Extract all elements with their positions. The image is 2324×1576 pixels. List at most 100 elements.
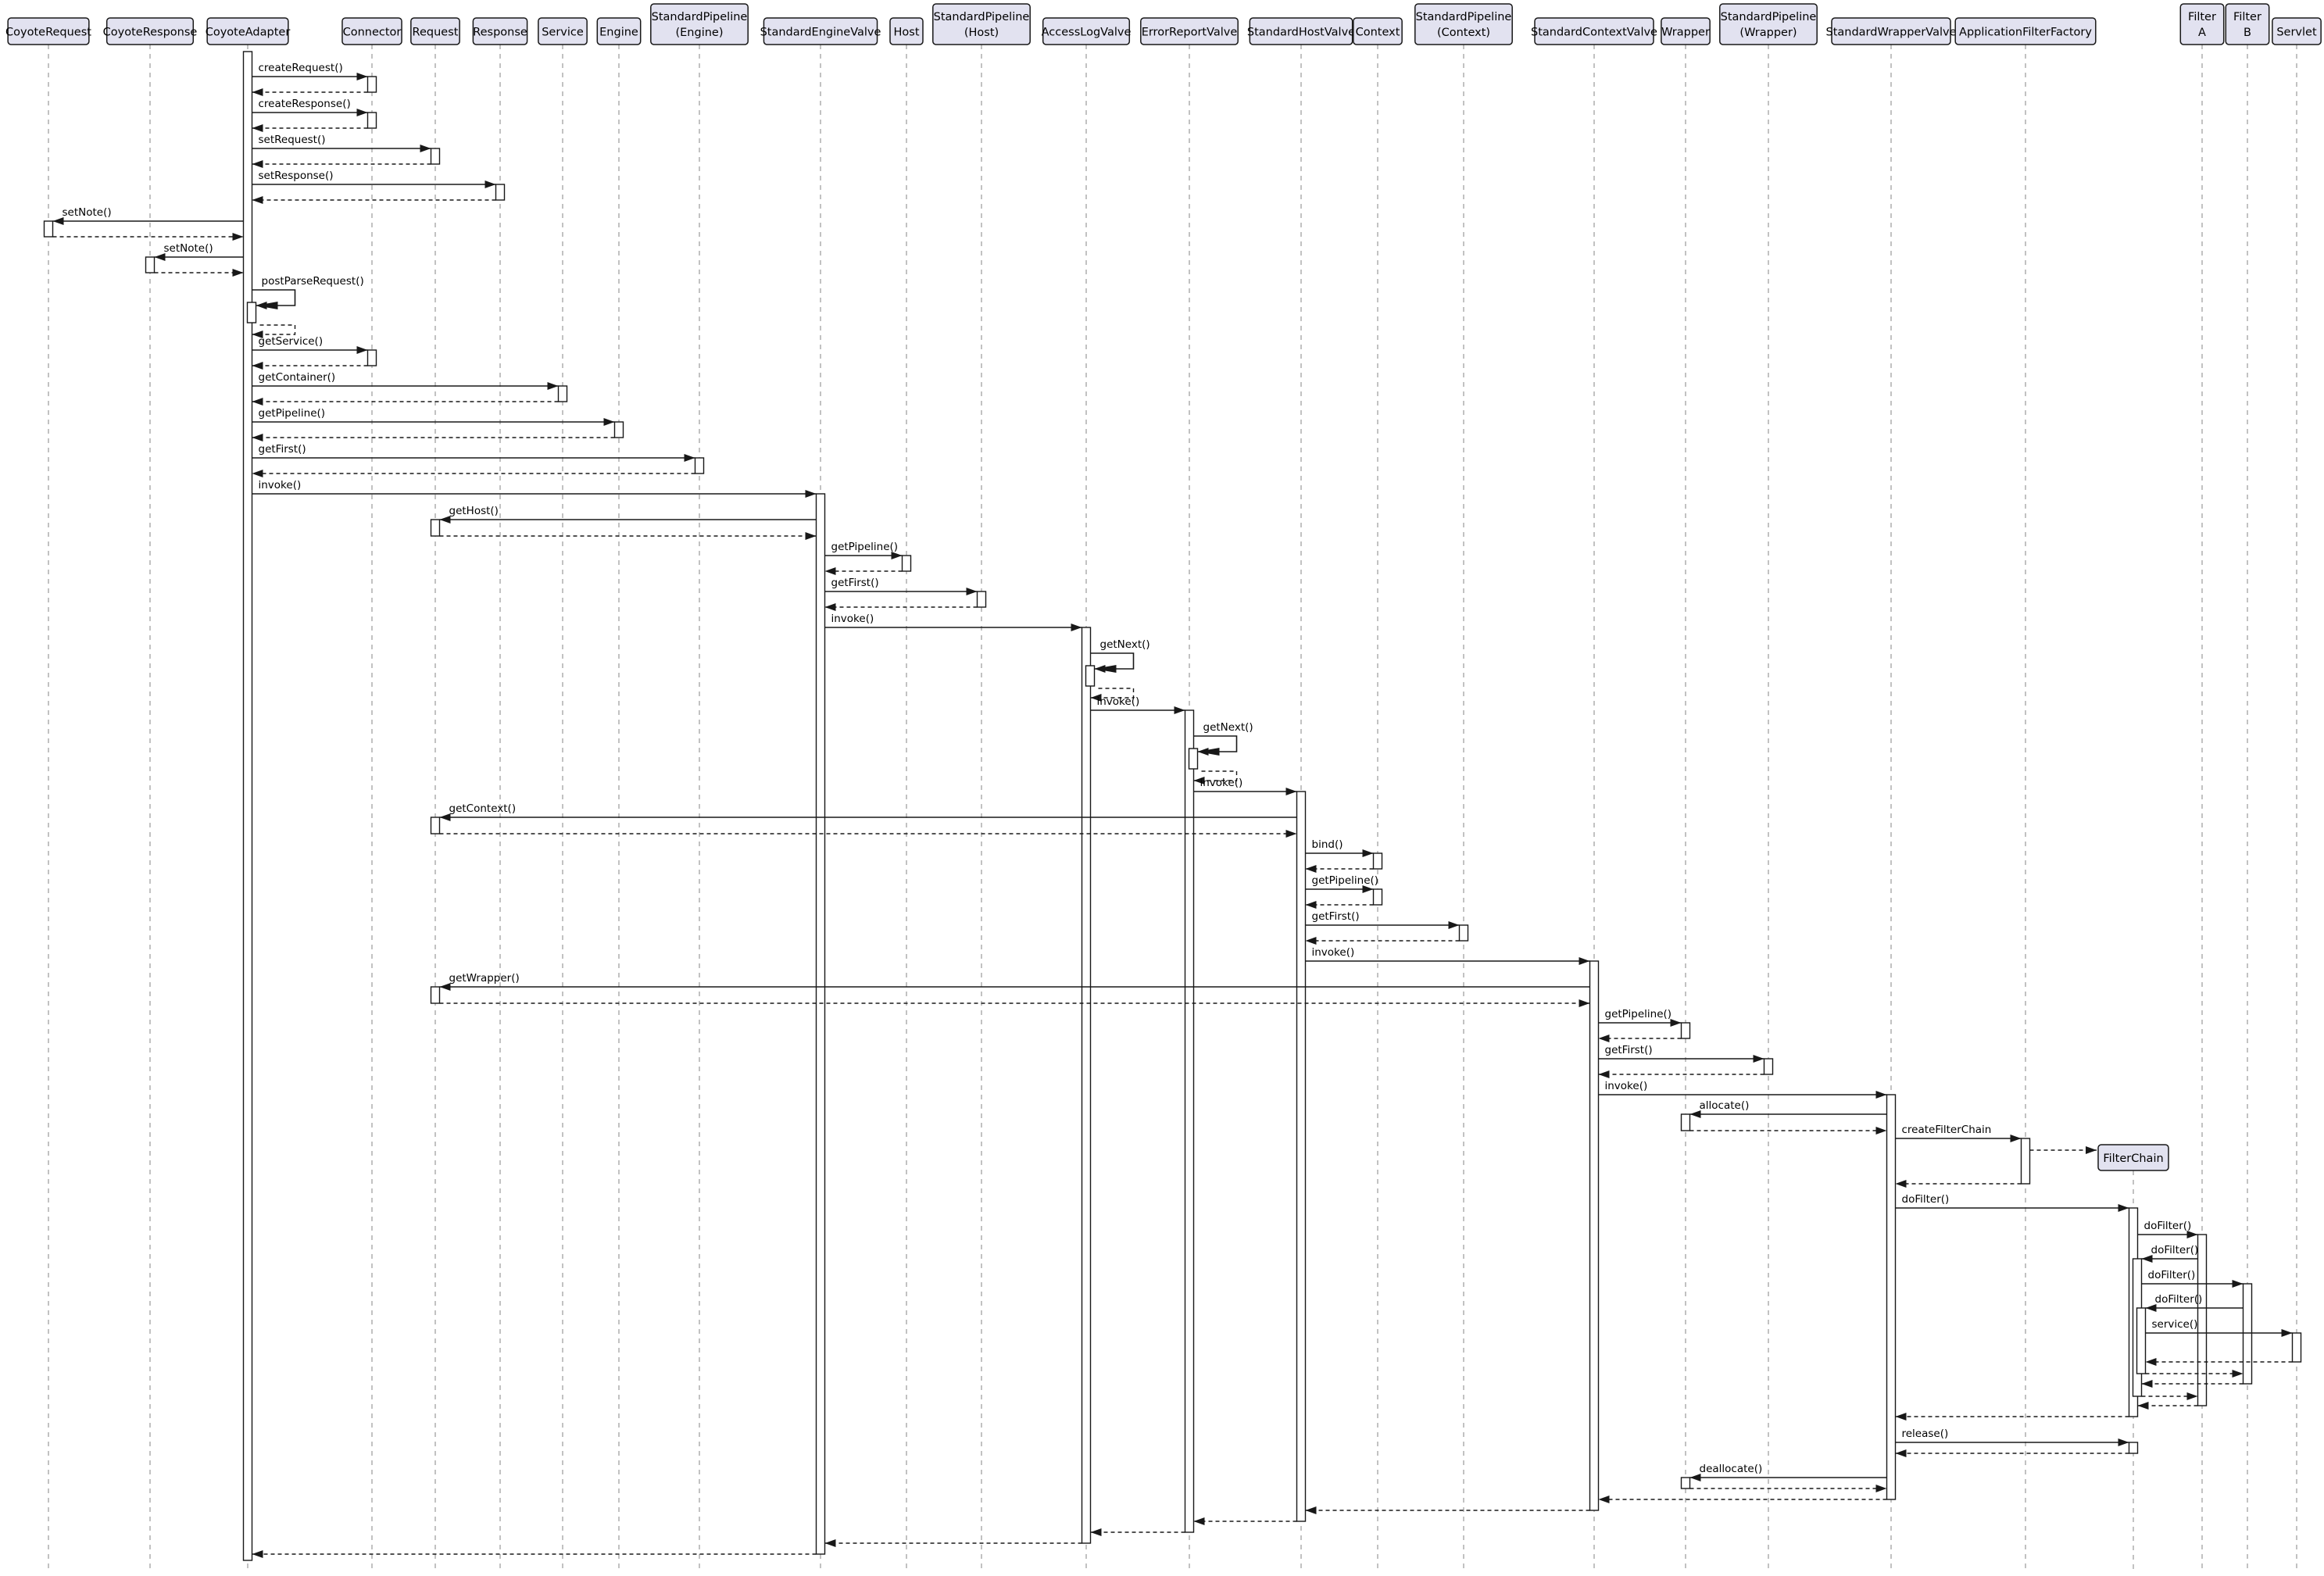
participant-label: B [2244,27,2251,39]
activation-ALV [1085,665,1096,687]
activation-SHV [1296,791,1307,1522]
message-allocate(): allocate() [1689,1099,1887,1118]
message-self-getNext(): getNext() [1193,721,1253,784]
arrowhead-icon [684,454,695,462]
message-return [252,88,368,96]
arrowhead-icon [1753,1055,1764,1063]
message-createResponse(): createResponse() [252,98,368,116]
participant-label: StandardWrapperValve [1826,27,1957,39]
message-doFilter(): doFilter() [2137,1220,2198,1238]
message-setNote(): setNote() [154,242,244,261]
message-label: bind() [1312,838,1343,851]
activation-ALV [1081,627,1092,1544]
message-getFirst(): getFirst() [824,577,978,595]
activation-SPW [1763,1058,1774,1075]
arrowhead-icon [1895,1413,1907,1421]
message-getFirst(): getFirst() [1598,1044,1764,1063]
participant-label: Engine [599,27,638,39]
activation-FC [2136,1307,2147,1374]
message-invoke(): invoke() [1598,1080,1887,1099]
participant-SPC: StandardPipeline (Context) [1414,3,1513,45]
participant-label: Wrapper [1661,27,1710,39]
message-label: getFirst() [1605,1044,1653,1056]
participant-label: StandardPipeline [652,11,748,23]
message-label: invoke() [831,613,874,625]
message-return [252,196,496,204]
message-return [2141,1380,2244,1388]
message-label: getNext() [1100,638,1150,651]
participant-label: (Engine) [675,27,723,39]
participant-label: A [2198,27,2206,39]
arrowhead-icon [1090,694,1102,702]
message-return [1090,1528,1185,1536]
arrowhead-icon [824,1539,836,1547]
message-label: service() [2152,1318,2198,1331]
arrowhead-icon [1305,1506,1317,1514]
participant-ALV: AccessLogValve [1042,17,1131,45]
message-return [1895,1449,2129,1457]
message-invoke(): invoke() [1090,695,1185,714]
activation-CN [366,76,377,93]
message-createRequest(): createRequest() [252,62,368,80]
message-return [1598,1496,1887,1503]
participant-label: (Context) [1437,27,1490,39]
activation-CA [246,302,257,323]
message-return [252,1550,817,1558]
participant-ERV: ErrorReportValve [1140,17,1239,45]
message-return [1305,901,1374,909]
participant-SWV: StandardWrapperValve [1826,17,1957,45]
participant-SPH: StandardPipeline (Host) [932,3,1031,45]
activation-CX [1372,888,1383,906]
message-label: invoke() [1605,1080,1648,1092]
message-return [439,999,1590,1007]
arrowhead-icon [252,398,263,406]
message-label: doFilter() [2148,1269,2196,1281]
participant-CR: CoyoteRequest [5,17,91,45]
arrowhead-icon [439,516,451,524]
arrowhead-icon [356,109,368,116]
arrowhead-icon [439,813,451,821]
activation-SV [557,385,568,402]
arrowhead-icon [2186,1231,2198,1238]
arrowhead-icon [256,302,267,309]
participant-SL: Servlet [2272,17,2322,45]
message-return [52,233,244,241]
message-return [252,160,431,168]
activation-FA [2197,1234,2208,1406]
message-invoke(): invoke() [1305,946,1590,965]
message-label: doFilter() [2155,1293,2203,1306]
arrowhead-icon [2232,1280,2244,1288]
message-getContainer(): getContainer() [252,371,559,390]
message-return [2137,1402,2198,1410]
arrowhead-icon [824,567,836,575]
activation-CRS [145,256,156,273]
participant-label: StandardPipeline [1721,11,1817,23]
arrowhead-icon [1895,1449,1907,1457]
arrowhead-icon [1197,748,1209,756]
participant-SPE: StandardPipeline (Engine) [650,3,749,45]
message-label: setNote() [164,242,213,255]
participant-RQ: Request [410,17,460,45]
message-return [252,470,695,477]
participant-CX: Context [1353,17,1403,45]
arrowhead-icon [1174,706,1185,714]
message-setNote(): setNote() [52,206,244,225]
arrowhead-icon [1579,999,1590,1007]
message-return [252,362,368,370]
arrowhead-icon [420,145,431,152]
arrowhead-icon [1579,957,1590,965]
arrowhead-icon [1362,849,1374,857]
arrowhead-icon [824,603,836,611]
message-return [1305,937,1460,945]
arrowhead-icon [1285,830,1297,838]
message-label: invoke() [1312,946,1355,959]
participant-label: Filter [2233,11,2261,23]
activation-WR [1680,1022,1691,1039]
message-label: postParseRequest() [262,275,364,288]
message-deallocate(): deallocate() [1689,1463,1887,1481]
arrowhead-icon [1875,1127,1887,1135]
participant-label: Request [413,27,459,39]
activation-CR [43,220,54,238]
message-getHost(): getHost() [439,505,817,524]
participant-label: CoyoteRequest [5,27,91,39]
